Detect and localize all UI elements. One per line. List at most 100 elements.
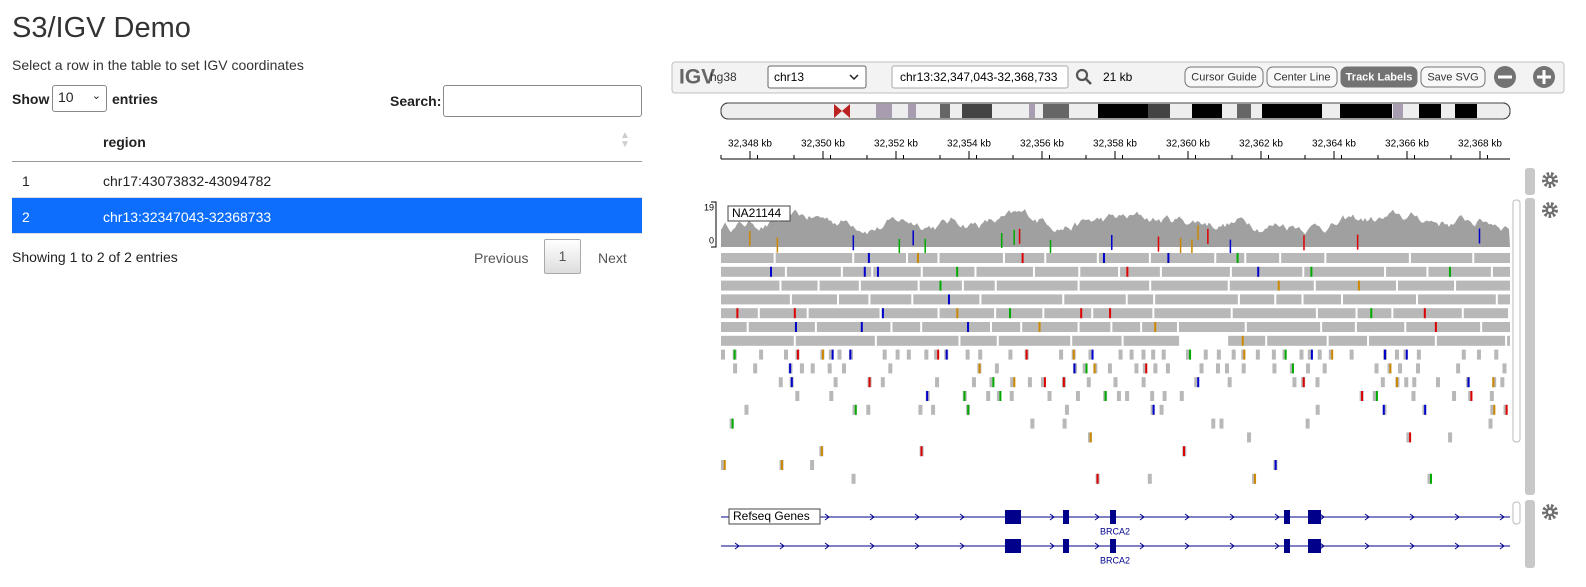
read: [721, 335, 794, 346]
read-mismatch: [1091, 349, 1094, 360]
read: [986, 391, 991, 401]
read: [939, 308, 995, 319]
read: [1211, 418, 1216, 429]
read: [829, 391, 834, 401]
page-size-select[interactable]: 10 ⌄: [52, 85, 107, 112]
read: [1456, 363, 1461, 374]
locus-input[interactable]: [891, 65, 1069, 89]
read: [1161, 349, 1166, 360]
read-mismatch: [1167, 253, 1170, 263]
strand-arrow: [1319, 542, 1325, 550]
span-label: 21 kb: [1103, 70, 1133, 84]
read-mismatch: [1389, 363, 1392, 374]
next-button[interactable]: Next: [598, 250, 627, 266]
gear-icon[interactable]: [1542, 504, 1558, 520]
search-input[interactable]: [443, 85, 642, 117]
chromosome-outline: [720, 102, 1511, 120]
chevron: [849, 74, 859, 81]
read: [791, 294, 838, 305]
read-mismatch: [937, 349, 940, 360]
read: [828, 349, 833, 360]
read: [1272, 363, 1277, 374]
read: [842, 266, 872, 277]
read: [1305, 418, 1310, 429]
coverage-mismatch: [1303, 235, 1305, 251]
gene-track: BRCA2 BRCA2 Refseq Genes: [721, 508, 1510, 565]
zoom-in[interactable]: [1533, 66, 1555, 88]
read: [1476, 349, 1481, 360]
track-drag-handle: [1525, 168, 1535, 195]
band: [1419, 104, 1441, 118]
read: [759, 349, 764, 360]
toolbar-button[interactable]: [1420, 66, 1486, 88]
ruler-tick-label: 32,360 kb: [1166, 139, 1210, 150]
read-mismatch: [1284, 349, 1287, 360]
read: [1141, 377, 1146, 388]
read: [1490, 404, 1495, 415]
strand-arrow: [1094, 542, 1100, 550]
read-mismatch: [1505, 404, 1508, 415]
read: [1502, 363, 1507, 374]
read: [939, 253, 1003, 263]
read: [1004, 253, 1045, 263]
gear-icon[interactable]: [1542, 172, 1558, 188]
read: [1267, 335, 1327, 346]
toolbar-button[interactable]: [1184, 66, 1264, 88]
band: [876, 104, 892, 118]
read: [1406, 322, 1481, 332]
chromosome-select[interactable]: [767, 65, 867, 89]
read: [721, 280, 780, 291]
read: [781, 280, 818, 291]
table-row[interactable]: 1 chr17:43073832-43094782: [12, 162, 642, 198]
read-mismatch: [967, 322, 970, 332]
page-button[interactable]: 1: [544, 239, 581, 274]
read: [1044, 308, 1092, 319]
read: [1241, 363, 1246, 374]
read: [1113, 377, 1118, 388]
read-mismatch: [1080, 308, 1083, 319]
read: [1231, 266, 1303, 277]
read: [1203, 349, 1208, 360]
read-mismatch: [1253, 473, 1256, 484]
read-mismatch: [736, 308, 739, 319]
read: [827, 363, 832, 374]
read: [1303, 294, 1342, 305]
gear-hole: [1548, 510, 1552, 514]
coverage-mismatch: [1478, 228, 1481, 244]
read: [1079, 280, 1150, 291]
search-label: Search:: [390, 93, 442, 109]
toolbar-button[interactable]: [1340, 66, 1418, 88]
ruler-tick-label: 32,348 kb: [728, 139, 772, 150]
read: [971, 377, 976, 388]
toolbar-button-label: Save SVG: [1427, 71, 1478, 83]
exon: [1063, 510, 1069, 524]
sort-icon: ▲ ▼: [620, 130, 630, 150]
coverage-mismatch: [776, 237, 779, 253]
read-mismatch: [1009, 308, 1012, 319]
read-mismatch: [790, 377, 793, 388]
read: [1247, 432, 1252, 443]
coverage-track: 19 0 NA21144: [704, 201, 1510, 255]
strand-arrow: [1454, 542, 1460, 550]
search-icon[interactable]: [1075, 68, 1092, 85]
ruler-tick-label: 32,358 kb: [1093, 139, 1137, 150]
table-row[interactable]: 2 chr13:32347043-32368733: [12, 198, 642, 234]
read-mismatch: [1467, 377, 1470, 388]
read: [1315, 280, 1397, 291]
read: [892, 322, 921, 332]
gear-icon[interactable]: [1542, 202, 1558, 218]
read-mismatch: [978, 363, 981, 374]
read-mismatch: [1357, 280, 1360, 291]
read: [1118, 349, 1123, 360]
read-mismatch: [1493, 404, 1496, 415]
table-header[interactable]: region ▲ ▼: [12, 122, 642, 162]
read: [1398, 363, 1403, 374]
read: [1064, 294, 1126, 305]
read: [1123, 335, 1180, 346]
toolbar-button[interactable]: [1266, 66, 1338, 88]
strand-arrow: [1139, 542, 1145, 550]
read-mismatch: [1382, 404, 1385, 415]
zoom-out[interactable]: [1494, 66, 1516, 88]
strand-arrow: [869, 542, 875, 550]
previous-button[interactable]: Previous: [474, 250, 529, 266]
